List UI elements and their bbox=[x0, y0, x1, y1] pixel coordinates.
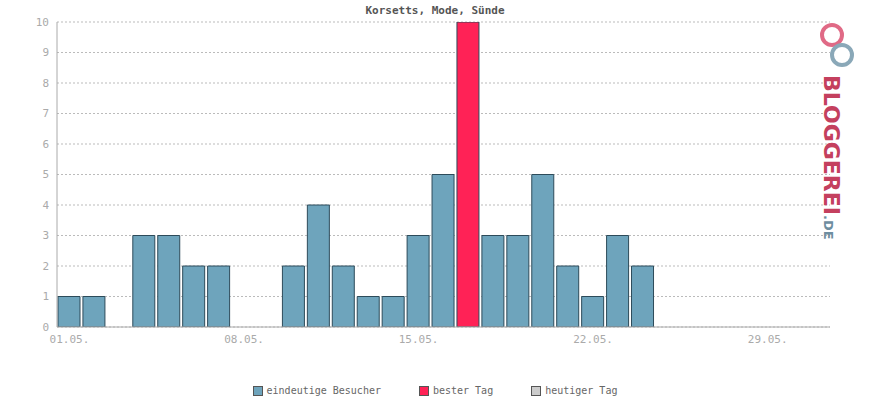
html-text:bester Tag: bester Tag bbox=[433, 385, 494, 396]
svg-text:29.05.: 29.05. bbox=[748, 333, 788, 346]
svg-text:4: 4 bbox=[42, 199, 49, 212]
svg-text:5: 5 bbox=[42, 168, 49, 181]
svg-text:01.05.: 01.05. bbox=[50, 333, 90, 346]
html-text:heutiger Tag: heutiger Tag bbox=[545, 385, 618, 396]
svg-text:8: 8 bbox=[42, 77, 49, 90]
svg-text:9: 9 bbox=[42, 46, 49, 59]
svg-text:10: 10 bbox=[36, 16, 49, 29]
svg-text:22.05.: 22.05. bbox=[573, 333, 613, 346]
svg-text:6: 6 bbox=[42, 138, 49, 151]
html-text:eindeutige Besucher: eindeutige Besucher bbox=[266, 385, 381, 396]
html-text:Korsetts, Mode, Sünde: Korsetts, Mode, Sünde bbox=[365, 4, 505, 17]
svg-text:7: 7 bbox=[42, 107, 49, 120]
svg-text:15.05.: 15.05. bbox=[399, 333, 439, 346]
svg-text:0: 0 bbox=[42, 321, 49, 334]
svg-text:1: 1 bbox=[42, 290, 49, 303]
svg-text:08.05.: 08.05. bbox=[224, 333, 264, 346]
svg-text:3: 3 bbox=[42, 229, 49, 242]
svg-text:2: 2 bbox=[42, 260, 49, 273]
svg-text:BLOGGEREI.DE: BLOGGEREI.DE bbox=[819, 75, 844, 240]
